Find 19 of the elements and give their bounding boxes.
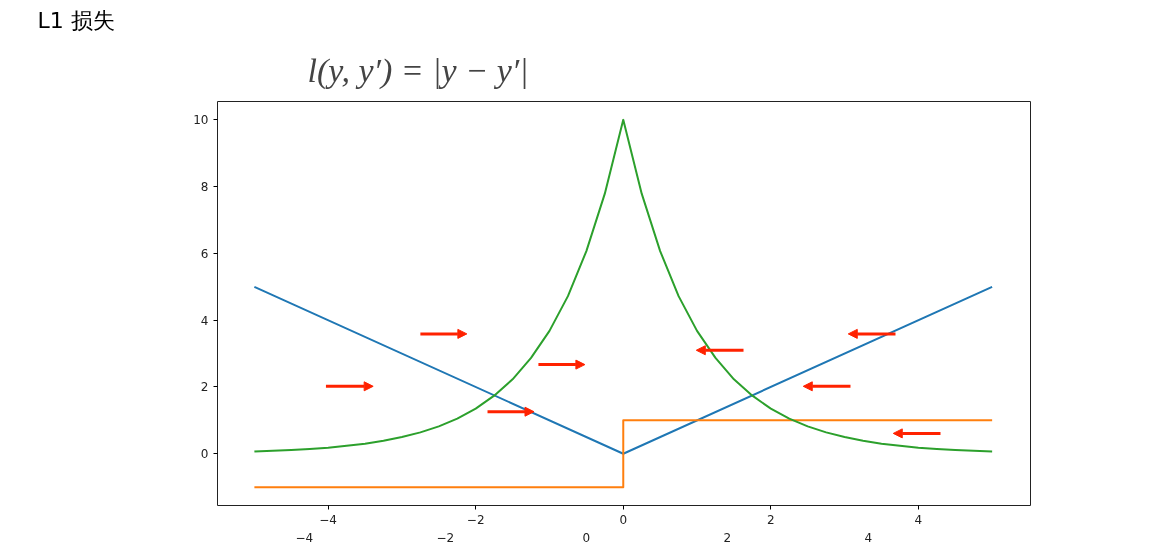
x2-tick-label: 4 [864, 530, 873, 544]
line-series [253, 118, 994, 453]
chart-title: L1 损失 [37, 7, 115, 33]
x2-tick-label: −2 [436, 530, 455, 544]
y-tick-label: 2 [200, 380, 209, 395]
x-tick-label: 4 [914, 512, 923, 527]
x-tick-label: 0 [619, 512, 628, 527]
x2-tick-label: 0 [582, 530, 591, 544]
x2-tick-label: −4 [295, 530, 314, 544]
x-tick-label: −2 [466, 512, 485, 527]
y-tick-label: 6 [200, 246, 209, 261]
x-tick-label: −4 [319, 512, 338, 527]
chart-subtitle: l(y, y′) = |y − y′| [307, 52, 529, 90]
y-tick-label: 4 [200, 313, 209, 328]
y-tick-label: 8 [200, 180, 209, 195]
y-tick-label: 0 [200, 447, 209, 462]
y-tick-label: 10 [193, 113, 209, 128]
x2-tick-label: 2 [723, 530, 732, 544]
x-tick-label: 2 [766, 512, 775, 527]
